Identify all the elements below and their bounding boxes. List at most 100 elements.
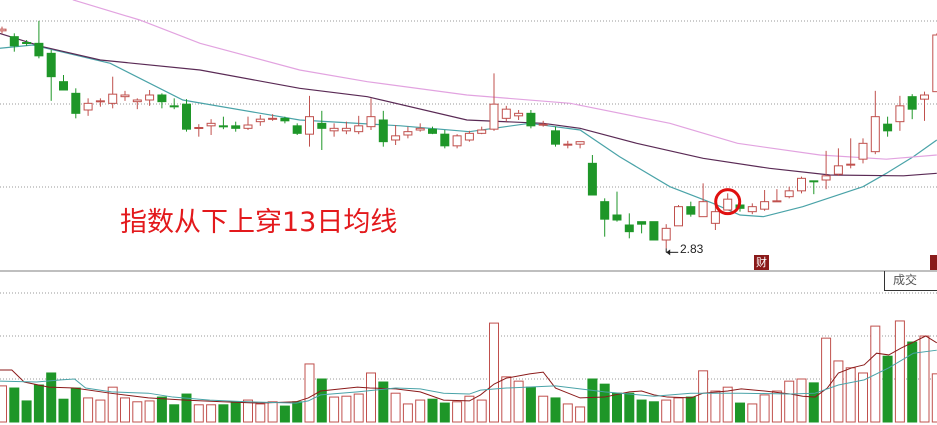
volume-bar: [931, 373, 937, 423]
candle-up: [354, 125, 364, 133]
candle-up: [858, 142, 868, 160]
candle-down: [292, 125, 302, 134]
event-badge[interactable]: [930, 255, 937, 270]
candle-up: [329, 127, 339, 132]
volume-bar: [9, 387, 20, 423]
candle-down: [71, 92, 81, 114]
vol_ma_short-line: [0, 335, 937, 404]
candle-down: [637, 221, 647, 225]
volume-bar: [267, 401, 278, 423]
volume-bar: [771, 390, 782, 423]
candle-up: [341, 127, 351, 132]
candle-down: [182, 103, 191, 130]
volume-bar: [83, 397, 94, 423]
price-ma_longest-line: [72, 0, 937, 160]
candle-down: [612, 214, 622, 221]
volume-bar: [907, 341, 918, 423]
volume-bar: [230, 401, 241, 423]
volume-bar: [206, 404, 217, 423]
volume-bar: [21, 400, 32, 423]
candle-up: [575, 141, 585, 145]
candle-up: [698, 201, 708, 218]
volume-bar: [218, 404, 229, 423]
candle-down: [428, 128, 437, 134]
candle-up: [83, 102, 93, 111]
candle-up: [760, 201, 770, 210]
candle-up: [366, 116, 376, 128]
candle-down: [22, 42, 32, 44]
volume-bar: [710, 390, 721, 423]
candle-down: [440, 133, 450, 147]
candle-up: [464, 132, 474, 141]
candle-up: [206, 122, 216, 127]
candle-down: [600, 201, 610, 220]
volume-bar: [550, 397, 561, 423]
candle-up: [132, 99, 142, 103]
candle-up: [797, 177, 806, 192]
candle-up: [833, 165, 843, 175]
volume-bar: [439, 402, 450, 423]
volume-bar: [538, 395, 549, 423]
volume-bar: [46, 372, 57, 423]
candle-up: [305, 116, 314, 135]
price-ma_long-line: [0, 32, 937, 177]
candle-down: [587, 162, 597, 196]
candle-up: [391, 135, 401, 141]
candle-down: [9, 36, 19, 47]
volume-bar: [193, 404, 204, 423]
candle-down: [809, 180, 819, 183]
candle-up: [674, 206, 683, 227]
candle-up: [710, 211, 720, 224]
volume-bar: [648, 401, 659, 423]
volume-bar: [304, 363, 315, 423]
volume-bar: [427, 398, 438, 423]
volume-bar: [452, 401, 463, 423]
candle-up: [194, 127, 204, 129]
volume-bar: [501, 376, 512, 423]
candle-up: [477, 129, 487, 134]
candle-up: [772, 200, 782, 203]
volume-bar: [673, 397, 684, 423]
volume-bar: [661, 399, 672, 423]
volume-bar: [833, 360, 844, 423]
volume-bar: [0, 385, 7, 423]
candle-up: [538, 123, 548, 126]
volume-bar: [525, 386, 536, 423]
volume-bar: [353, 393, 364, 423]
volume-bar: [685, 396, 696, 423]
candle-down: [526, 112, 536, 127]
candle-up: [870, 116, 880, 153]
candle-down: [280, 117, 290, 122]
candle-up: [108, 93, 118, 104]
volume-bar: [243, 399, 253, 423]
finance-badge[interactable]: 财: [754, 255, 769, 270]
volume-bar: [144, 400, 155, 423]
volume-bar: [735, 402, 745, 423]
volume-bar: [722, 386, 733, 423]
candle-up: [784, 190, 794, 198]
volume-bar: [341, 395, 352, 423]
candle-down: [907, 96, 917, 110]
candle-up: [514, 112, 524, 117]
candle-down: [169, 105, 179, 108]
price-ma13-line: [0, 44, 937, 218]
volume-bar: [169, 404, 180, 423]
volume-bar: [464, 395, 475, 423]
candle-up: [452, 135, 462, 147]
volume-bar: [107, 386, 118, 423]
candle-up: [846, 163, 856, 166]
highlight-circle: [714, 188, 742, 216]
candle-up: [895, 105, 905, 123]
volume-bar: [489, 322, 499, 423]
volume-bar: [255, 403, 266, 423]
candle-up: [723, 198, 733, 211]
candle-up: [661, 227, 671, 241]
volume-bar: [329, 396, 340, 423]
volume-bar: [882, 355, 893, 423]
volume-bar: [279, 405, 290, 423]
candle-up: [95, 100, 105, 103]
candle-down: [883, 123, 893, 132]
candle-up: [415, 127, 425, 131]
